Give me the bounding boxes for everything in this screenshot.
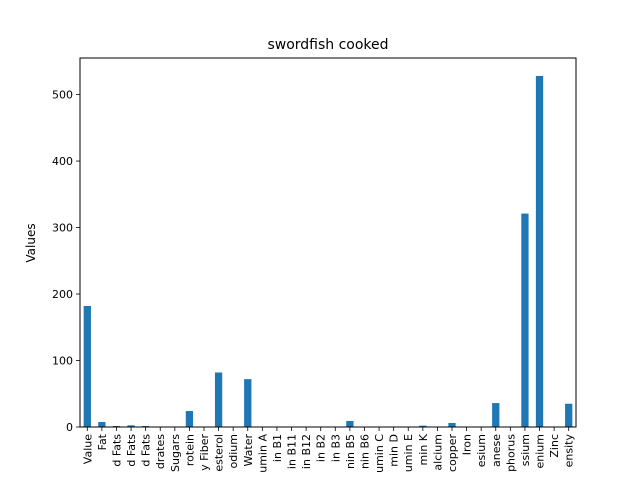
bar-23 <box>419 425 427 427</box>
x-axis-ticks: Value Fat d Fats d Fats d Fats drates Sugars ro… <box>81 427 576 473</box>
bar-28 <box>492 403 500 427</box>
x-tick-label-16: in B2 <box>315 434 328 462</box>
x-tick-label-21: min D <box>388 434 401 467</box>
x-tick-label-26: Iron <box>461 434 474 455</box>
x-tick-label-7: rotein <box>183 434 196 466</box>
x-tick-label-8: y Fiber <box>198 434 211 471</box>
x-tick-label-5: drates <box>154 434 167 469</box>
x-tick-label-18: nin B5 <box>344 434 357 469</box>
bar-30 <box>521 213 529 427</box>
y-tick-label-5: 500 <box>52 89 73 102</box>
y-tick-label-3: 300 <box>52 222 73 235</box>
x-tick-label-27: esium <box>475 434 488 467</box>
x-tick-label-13: in B1 <box>271 434 284 462</box>
bar-31 <box>535 75 544 427</box>
x-tick-label-20: umin C <box>373 434 386 473</box>
x-tick-label-28: anese <box>490 434 503 467</box>
x-tick-label-12: umin A <box>256 434 269 473</box>
x-tick-label-2: d Fats <box>110 434 123 467</box>
x-tick-label-14: in B11 <box>286 434 299 469</box>
x-tick-label-15: in B12 <box>300 434 313 469</box>
y-axis-ticks: 0 100 200 300 400 500 <box>52 89 80 434</box>
bar-25 <box>448 423 456 427</box>
x-tick-label-17: in B3 <box>329 434 342 462</box>
x-tick-label-9: esterol <box>213 434 226 472</box>
y-axis-label: Values <box>24 223 38 262</box>
bar-33 <box>565 403 573 427</box>
bars-group <box>83 75 573 427</box>
bar-9 <box>214 372 223 427</box>
x-tick-label-22: umin E <box>402 434 415 472</box>
bar-18 <box>346 421 354 427</box>
x-tick-label-4: d Fats <box>140 434 153 467</box>
bar-0 <box>83 305 91 427</box>
x-tick-label-30: ssium <box>519 434 532 466</box>
bar-1 <box>98 422 106 427</box>
x-tick-label-1: Fat <box>96 433 109 450</box>
x-tick-label-32: Zinc <box>548 434 561 458</box>
x-tick-label-19: nin B6 <box>358 434 371 469</box>
x-tick-label-6: Sugars <box>169 434 182 472</box>
x-tick-label-23: min K <box>417 433 430 465</box>
x-tick-label-31: enium <box>534 434 547 468</box>
y-tick-label-2: 200 <box>52 288 73 301</box>
bar-3 <box>127 425 135 427</box>
x-tick-label-33: ensity <box>563 434 576 468</box>
x-tick-label-0: Value <box>81 434 94 464</box>
x-tick-label-24: alcium <box>431 434 444 471</box>
x-tick-label-3: d Fats <box>125 434 138 467</box>
chart-title: swordfish cooked <box>267 37 388 53</box>
bar-7 <box>185 411 194 427</box>
bar-11 <box>244 379 252 427</box>
y-tick-label-4: 400 <box>52 155 73 168</box>
x-tick-label-11: Water <box>242 434 255 467</box>
y-tick-label-0: 0 <box>66 421 73 434</box>
x-tick-label-29: phorus <box>504 434 517 472</box>
x-tick-label-25: copper <box>446 434 459 473</box>
plot-frame <box>79 57 577 428</box>
x-tick-label-10: odium <box>227 434 240 468</box>
y-tick-label-1: 100 <box>52 355 73 368</box>
